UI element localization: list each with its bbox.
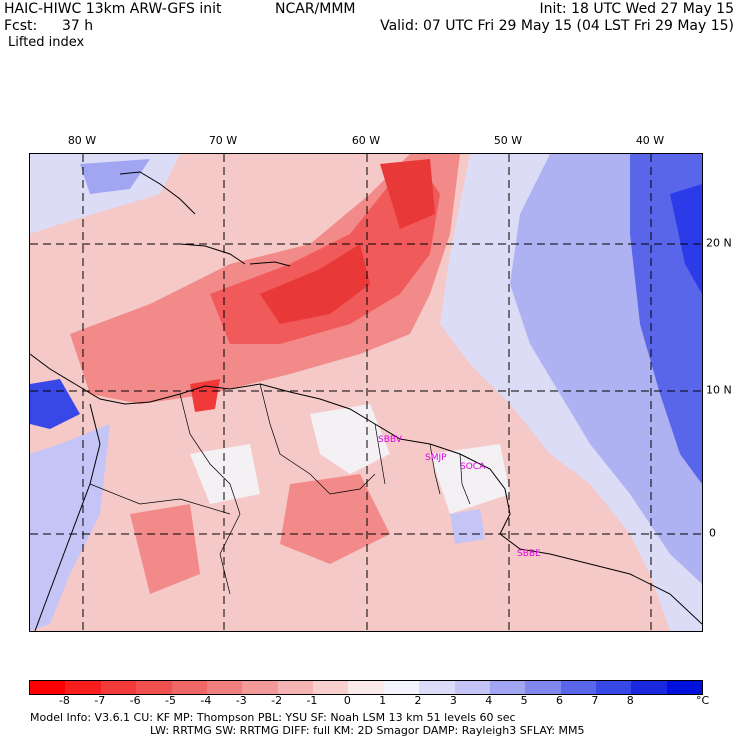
- colorbar-swatch: [631, 681, 667, 694]
- colorbar-swatch: [100, 681, 137, 694]
- colorbar-swatch: [419, 681, 455, 694]
- lifted-index-map: SBBV SMJP SOCA SBBE: [30, 154, 702, 631]
- colorbar-swatch: [348, 681, 384, 694]
- unstable-region-south: [280, 474, 390, 564]
- colorbar-label: -6: [129, 694, 141, 707]
- colorbar-label: -4: [200, 694, 212, 707]
- colorbar-label: -8: [58, 694, 70, 707]
- colorbar-swatch: [489, 681, 526, 694]
- forecast-label: Fcst:: [4, 18, 38, 34]
- longitude-label-40w: 40 W: [635, 134, 665, 147]
- colorbar-label: -7: [94, 694, 106, 707]
- colorbar-label: 8: [626, 694, 634, 707]
- colorbar-swatch: [136, 681, 172, 694]
- neutral-patch-3: [430, 444, 510, 514]
- colorbar-swatch: [596, 681, 632, 694]
- longitude-label-50w: 50 W: [493, 134, 523, 147]
- colorbar-unit: °C: [696, 694, 710, 707]
- colorbar-swatch: [171, 681, 207, 694]
- station-soca: SOCA: [460, 462, 486, 472]
- latitude-label-20n: 20 N: [706, 236, 732, 250]
- colorbar-label: 0: [343, 694, 351, 707]
- colorbar-swatch: [383, 681, 420, 694]
- longitude-label-80w: 80 W: [67, 134, 97, 147]
- neutral-patch-2: [190, 444, 260, 504]
- valid-time: Valid: 07 UTC Fri 29 May 15 (04 LST Fri …: [380, 18, 734, 34]
- stable-patch-amazon: [450, 509, 485, 544]
- stable-region-core: [670, 184, 702, 294]
- colorbar-label: 3: [449, 694, 457, 707]
- colorbar-label: -5: [164, 694, 176, 707]
- longitude-label-60w: 60 W: [351, 134, 381, 147]
- colorbar-label: -3: [235, 694, 247, 707]
- unstable-core-north: [380, 159, 435, 229]
- map-panel[interactable]: SBBV SMJP SOCA SBBE: [29, 153, 703, 632]
- stable-blob-nw: [80, 159, 150, 194]
- station-sbbv: SBBV: [378, 435, 403, 445]
- colorbar-swatch: [666, 681, 703, 694]
- model-info-line1: Model Info: V3.6.1 CU: KF MP: Thompson P…: [30, 711, 516, 724]
- country-borders: [89, 383, 471, 595]
- colorbar: [29, 680, 703, 695]
- model-title: HAIC-HIWC 13km ARW-GFS init: [4, 1, 222, 17]
- model-info-line2: LW: RRTMG SW: RRTMG DIFF: full KM: 2D Sm…: [150, 724, 585, 737]
- colorbar-label: -2: [271, 694, 283, 707]
- organization-label: NCAR/MMM: [275, 1, 356, 17]
- colorbar-swatch: [206, 681, 243, 694]
- init-time: Init: 18 UTC Wed 27 May 15: [539, 1, 734, 17]
- colorbar-label: 6: [556, 694, 564, 707]
- forecast-hour: 37 h: [62, 18, 94, 34]
- colorbar-label: 4: [485, 694, 493, 707]
- colorbar-label: -1: [306, 694, 318, 707]
- unstable-core-caribbean: [260, 244, 370, 324]
- colorbar-swatch: [242, 681, 278, 694]
- colorbar-label: 2: [414, 694, 422, 707]
- colorbar-swatch: [30, 681, 66, 694]
- colorbar-swatch: [277, 681, 313, 694]
- colorbar-swatch: [313, 681, 349, 694]
- latitude-label-0: 0: [709, 526, 716, 540]
- station-sbbe: SBBE: [517, 549, 541, 559]
- colorbar-label: 5: [520, 694, 528, 707]
- colorbar-swatch: [560, 681, 596, 694]
- latitude-label-10n: 10 N: [706, 383, 732, 397]
- colorbar-label: 1: [379, 694, 387, 707]
- colorbar-label: 7: [591, 694, 599, 707]
- unstable-region-sw: [130, 504, 200, 594]
- longitude-label-70w: 70 W: [208, 134, 238, 147]
- lat-lon-grid: [30, 154, 702, 631]
- stable-region-pacific: [30, 424, 110, 631]
- stable-blob-west: [30, 379, 80, 429]
- colorbar-swatch: [454, 681, 490, 694]
- station-smjp: SMJP: [425, 453, 447, 463]
- field-name: Lifted index: [8, 35, 85, 50]
- colorbar-swatch: [525, 681, 561, 694]
- colorbar-swatch: [65, 681, 101, 694]
